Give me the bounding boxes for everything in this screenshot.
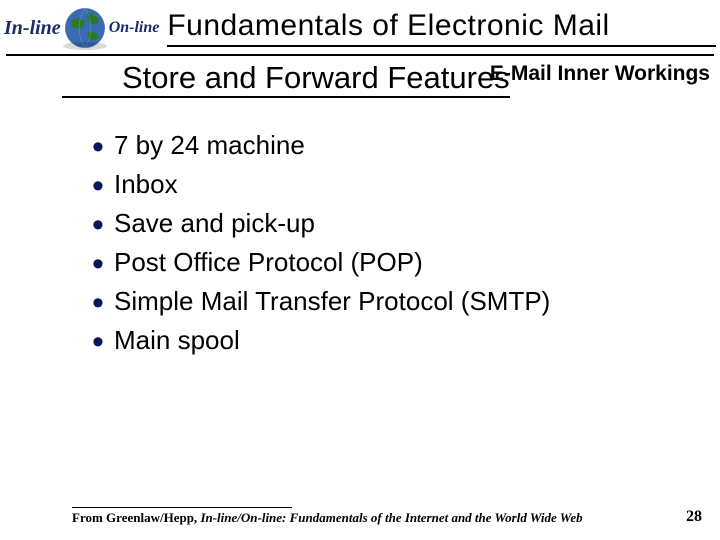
list-item: Post Office Protocol (POP) — [92, 243, 720, 282]
slide-footer: From Greenlaw/Hepp, In-line/On-line: Fun… — [0, 508, 720, 526]
footer-book: In-line/On-line: Fundamentals of the Int… — [200, 510, 582, 525]
globe-icon — [63, 6, 107, 50]
logo-inline-text: In-line — [4, 17, 61, 40]
footer-citation: From Greenlaw/Hepp, In-line/On-line: Fun… — [72, 510, 583, 526]
logo-online-text: On-line — [109, 19, 160, 37]
list-item: 7 by 24 machine — [92, 126, 720, 165]
bullet-list: 7 by 24 machine Inbox Save and pick-up P… — [0, 98, 720, 360]
slide-header: In-line On-line Fundamentals of Electron… — [0, 0, 720, 50]
list-item: Save and pick-up — [92, 204, 720, 243]
list-item: Simple Mail Transfer Protocol (SMTP) — [92, 282, 720, 321]
footer-author: From Greenlaw/Hepp, — [72, 510, 200, 525]
logo: In-line On-line — [4, 6, 159, 50]
page-number: 28 — [686, 508, 702, 526]
slide-title: Fundamentals of Electronic Mail — [167, 9, 716, 47]
section-title: Store and Forward Features — [62, 60, 510, 98]
list-item: Inbox — [92, 165, 720, 204]
list-item: Main spool — [92, 321, 720, 360]
